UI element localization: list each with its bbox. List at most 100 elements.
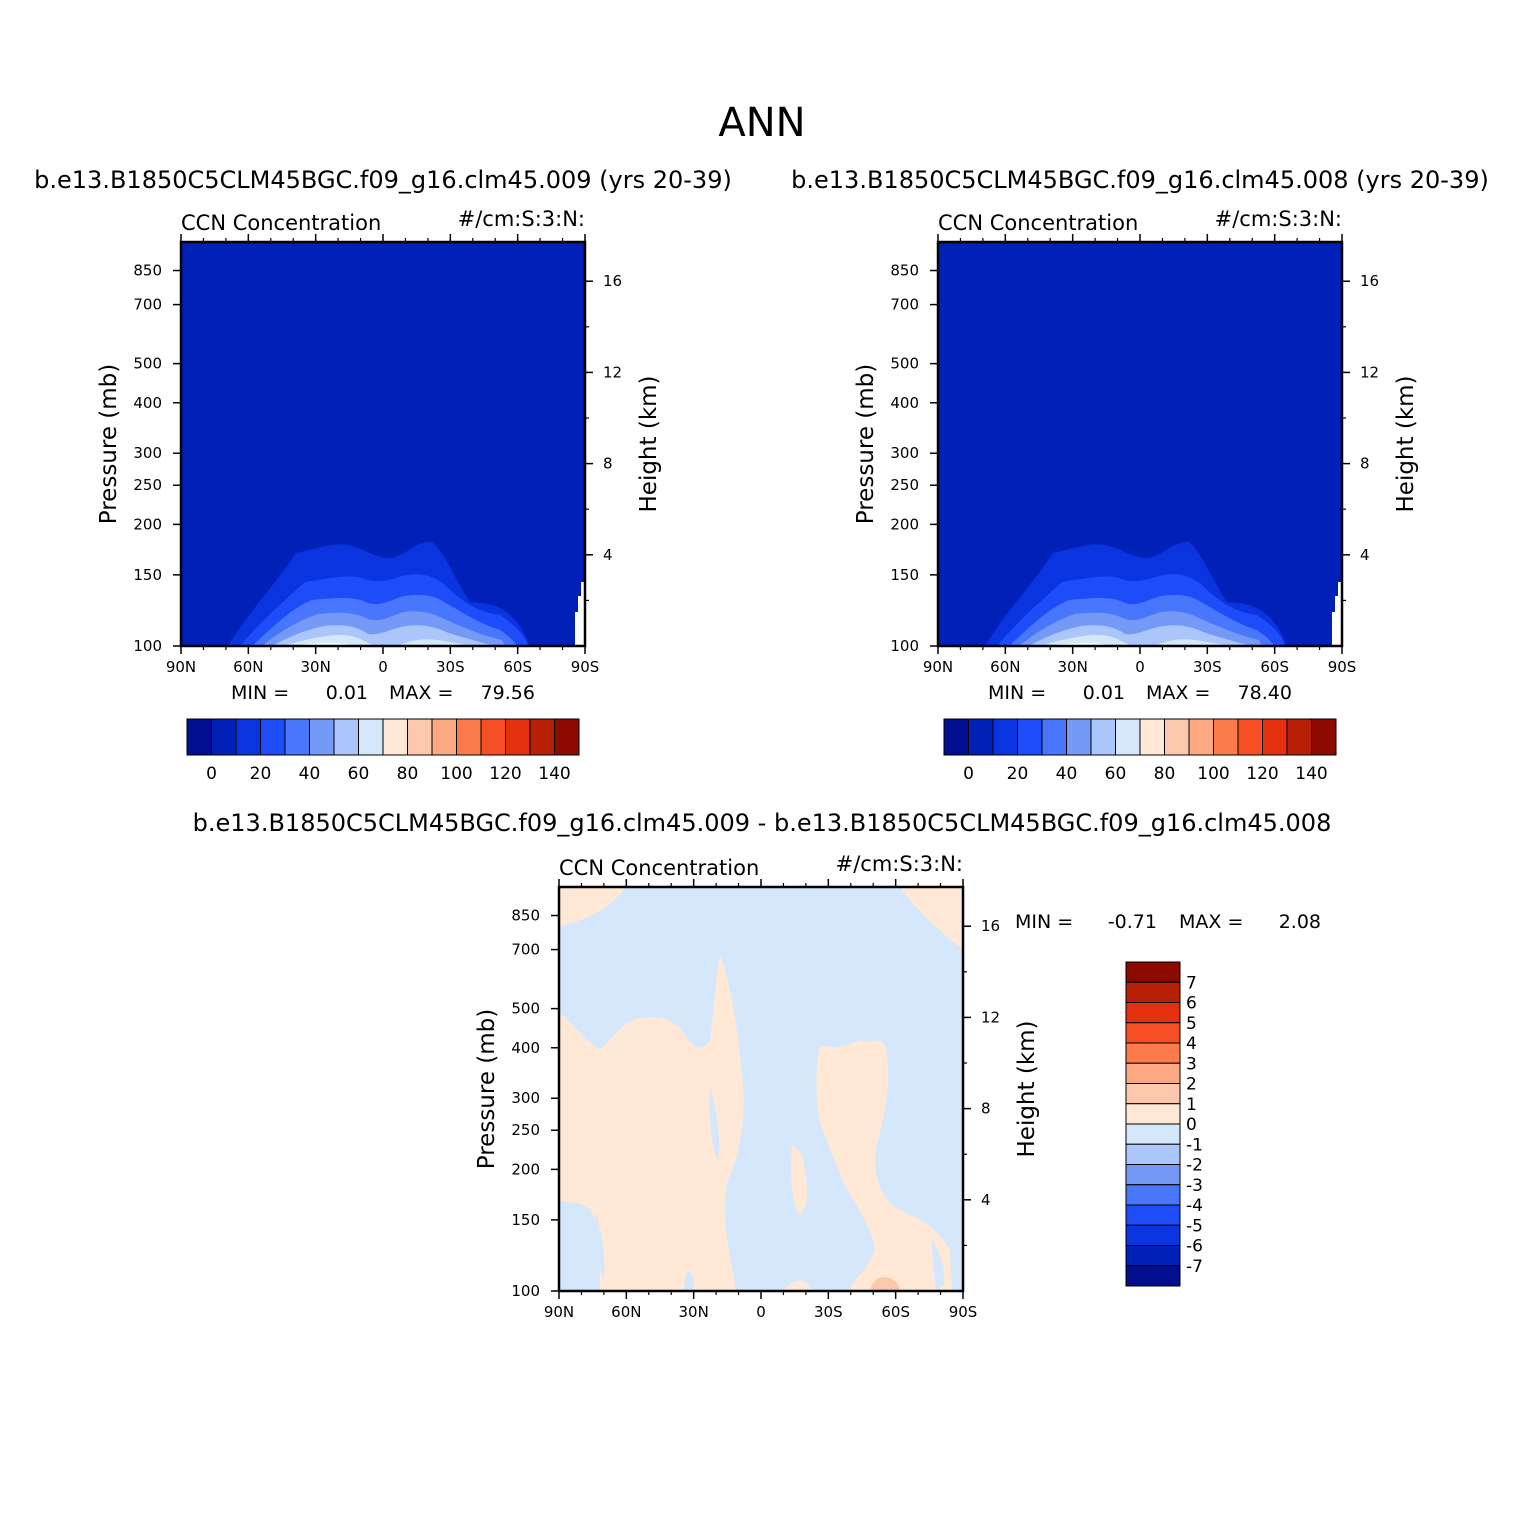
colorbar-tick-label: 100 [1197,764,1229,784]
y-tick-label: 300 [890,444,919,462]
panel-1-title: b.e13.B1850C5CLM45BGC.f09_g16.clm45.009 … [34,166,732,194]
panel-2: b.e13.B1850C5CLM45BGC.f09_g16.clm45.008 … [791,166,1489,784]
y-tick-label: 850 [511,907,540,925]
y-tick-label: 300 [511,1089,540,1107]
colorbar-tick-label: -4 [1186,1196,1203,1216]
y-tick-label: 200 [511,1160,540,1178]
colorbar-swatch [382,718,408,756]
colorbar-swatch [333,718,359,756]
colorbar-tick-label: 120 [489,764,521,784]
colorbar-tick-label: 5 [1186,1014,1197,1034]
colorbar-tick-label: 120 [1246,764,1278,784]
colorbar-tick-label: -1 [1186,1135,1203,1155]
x-tick-label: 60N [611,1303,641,1321]
x-tick-label: 30N [301,658,331,676]
colorbar-tick-label: -7 [1186,1257,1203,1277]
panel-1: b.e13.B1850C5CLM45BGC.f09_g16.clm45.009 … [34,166,732,784]
y-right-tick-label: 12 [603,363,622,381]
y-right-tick-label: 16 [981,917,1000,935]
colorbar-tick-label: 40 [1056,764,1078,784]
y-right-tick-label: 8 [1360,455,1370,473]
panel-3-ylabel: Pressure (mb) [474,1009,500,1169]
colorbar-swatch [1017,718,1043,756]
colorbar-tick-label: 20 [250,764,272,784]
colorbar-swatch [1125,1042,1181,1064]
colorbar-swatch [1090,718,1116,756]
colorbar-swatch [260,718,286,756]
x-tick-label: 30S [1193,658,1222,676]
colorbar-tick-label: -2 [1186,1156,1203,1176]
panel-1-ylabel: Pressure (mb) [96,364,122,524]
colorbar-tick-label: 80 [397,764,419,784]
panel-3-title: b.e13.B1850C5CLM45BGC.f09_g16.clm45.009 … [193,809,1332,837]
colorbar-swatch [1066,718,1092,756]
colorbar-swatch [407,718,433,756]
colorbar-tick-label: 40 [299,764,321,784]
panel-3-contour-field [559,887,963,1291]
y-tick-label: 100 [133,637,162,655]
panel-1-contour-field [181,242,585,646]
colorbar-swatch [992,718,1018,756]
colorbar-tick-label: 60 [1105,764,1127,784]
colorbar-swatch [1125,1265,1181,1287]
x-tick-label: 60N [233,658,263,676]
y-right-tick-label: 16 [1360,272,1379,290]
x-tick-label: 60N [990,658,1020,676]
colorbar-tick-label: -3 [1186,1176,1203,1196]
y-tick-label: 150 [890,566,919,584]
y-tick-label: 500 [890,355,919,373]
panel-1-variable-label: CCN Concentration [181,211,381,235]
panel-2-colorbar: 0 20 40 60 80 100 120 140 [943,718,1337,784]
colorbar-swatch [505,718,531,756]
panel-1-max-label: MAX = [389,682,453,704]
x-tick-label: 30N [679,1303,709,1321]
panel-3-units-label: #/cm:S:3:N: [836,852,963,876]
y-tick-label: 200 [890,515,919,533]
y-tick-label: 700 [890,296,919,314]
y-right-tick-label: 12 [981,1008,1000,1026]
figure-title: ANN [718,100,805,146]
x-tick-label: 60S [503,658,532,676]
colorbar-tick-label: 2 [1186,1075,1197,1095]
colorbar-swatch [1188,718,1214,756]
panel-2-ylabel: Pressure (mb) [853,364,879,524]
x-tick-label: 90S [571,658,600,676]
y-tick-label: 100 [511,1282,540,1300]
panel-1-max-value: 79.56 [481,682,535,704]
x-tick-label: 90N [166,658,196,676]
panel-2-min-value: 0.01 [1083,682,1125,704]
colorbar-swatch [1125,1062,1181,1084]
y-right-tick-label: 4 [1360,546,1370,564]
panel-3-min-label: MIN = [1015,911,1073,933]
colorbar-swatch [1041,718,1067,756]
colorbar-tick-label: 140 [538,764,570,784]
y-tick-label: 150 [133,566,162,584]
colorbar-swatch [1125,1002,1181,1024]
colorbar-tick-label: 0 [206,764,217,784]
colorbar-tick-label: 3 [1186,1054,1197,1074]
y-tick-label: 850 [133,262,162,280]
panel-2-max-label: MAX = [1146,682,1210,704]
y-tick-label: 400 [890,394,919,412]
y-tick-label: 400 [511,1039,540,1057]
panel-3-max-value: 2.08 [1279,911,1321,933]
y-right-tick-label: 16 [603,272,622,290]
panel-3-axes: 90N 60N 30N 0 30S 60S 90S 100 150 200 250 300 400 500… [511,879,1000,1321]
x-tick-label: 30S [814,1303,843,1321]
y-tick-label: 400 [133,394,162,412]
colorbar-tick-label: 140 [1295,764,1327,784]
panel-2-ylabel-right: Height (km) [1393,375,1419,512]
y-tick-label: 100 [890,637,919,655]
x-tick-label: 60S [881,1303,910,1321]
x-tick-label: 0 [378,658,388,676]
y-right-tick-label: 4 [603,546,613,564]
x-tick-label: 0 [756,1303,766,1321]
x-tick-label: 90S [1328,658,1357,676]
colorbar-swatch [1164,718,1190,756]
colorbar-swatch [186,718,212,756]
y-tick-label: 850 [890,262,919,280]
colorbar-swatch [1125,1184,1181,1206]
panel-1-min-value: 0.01 [326,682,368,704]
x-tick-label: 30S [436,658,465,676]
